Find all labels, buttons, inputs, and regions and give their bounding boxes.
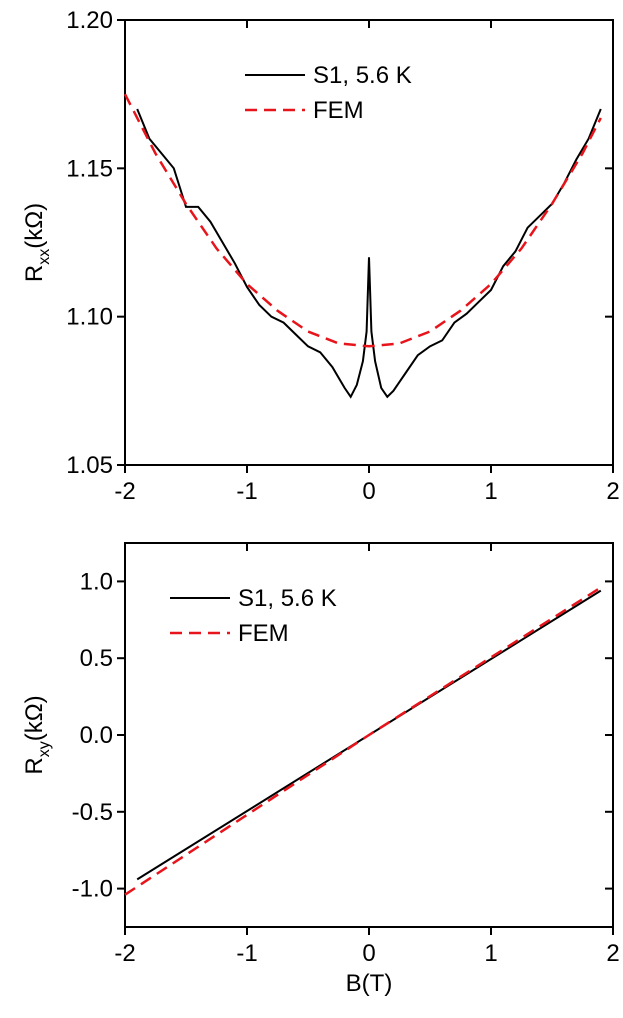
y-tick-label: 0.0 [80,722,113,749]
x-tick-label: -1 [236,940,257,967]
y-tick-label: 1.15 [66,155,113,182]
legend-label: FEM [313,97,364,124]
plot-frame [124,19,614,466]
x-tick-label: 0 [362,940,375,967]
x-tick-label: -2 [114,940,135,967]
y-tick-label: 1.20 [66,7,113,34]
panel: -2 -1 0 1 2 -1.0 -0.5 0.0 0.5 1.0 Rxy(kΩ) B(T) S1, 5… [21,542,620,997]
legend-label: FEM [238,620,289,647]
legend-label: S1, 5.6 K [313,62,412,89]
y-axis-label: Rxx(kΩ) [21,203,53,282]
y-label-sub: xy [36,741,53,757]
x-tick-label: 0 [362,478,375,505]
x-tick-label: -2 [114,478,135,505]
x-axis-label: B(T) [346,970,393,997]
legend-label: S1, 5.6 K [238,585,337,612]
panel: -2 -1 0 1 2 1.05 1.10 1.15 1.20 Rxx(kΩ) S1, 5.6 K F… [21,7,620,505]
y-tick-label: -1.0 [72,876,113,903]
y-tick-label: 1.05 [66,452,113,479]
x-tick-label: 1 [484,478,497,505]
y-label-unit: (kΩ) [21,203,48,249]
y-tick-label: 0.5 [80,645,113,672]
y-label-main: R [21,265,48,282]
y-label-unit: (kΩ) [21,695,48,741]
y-label-main: R [21,757,48,774]
y-tick-label: -0.5 [72,799,113,826]
data-line [123,93,602,348]
plot-frame [124,542,614,928]
x-tick-label: 2 [606,478,619,505]
x-tick-label: 2 [606,940,619,967]
y-label-sub: xx [36,249,53,265]
x-tick-label: -1 [236,478,257,505]
y-tick-label: 1.10 [66,304,113,331]
x-tick-label: 1 [484,940,497,967]
y-tick-label: 1.0 [80,568,113,595]
data-line [136,108,602,399]
data-line [124,586,602,896]
y-axis-label: Rxy(kΩ) [21,695,53,774]
